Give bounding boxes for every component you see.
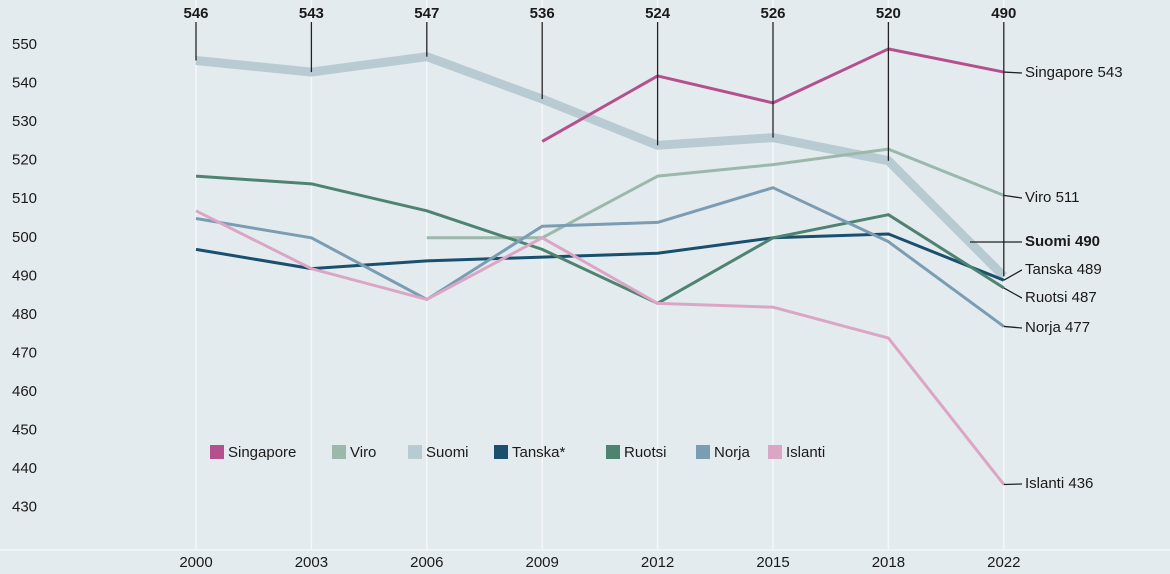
annotation-label: 547 bbox=[414, 5, 439, 22]
legend-label: Norja bbox=[714, 444, 751, 461]
annotation-label: 546 bbox=[183, 5, 208, 22]
annotation-label: 526 bbox=[760, 5, 785, 22]
x-tick-label: 2003 bbox=[295, 554, 328, 571]
x-tick-label: 2015 bbox=[756, 554, 789, 571]
x-tick-label: 2006 bbox=[410, 554, 443, 571]
legend-swatch bbox=[606, 445, 620, 459]
y-tick-label: 470 bbox=[12, 344, 37, 361]
end-leader bbox=[1003, 287, 1023, 299]
y-tick-label: 450 bbox=[12, 421, 37, 438]
x-tick-label: 2012 bbox=[641, 554, 674, 571]
end-leader bbox=[1003, 269, 1023, 281]
legend-swatch bbox=[696, 445, 710, 459]
y-tick-label: 520 bbox=[12, 152, 37, 169]
y-tick-label: 430 bbox=[12, 499, 37, 516]
end-label: Ruotsi 487 bbox=[1025, 289, 1097, 306]
legend-label: Ruotsi bbox=[624, 444, 667, 461]
legend-label: Singapore bbox=[228, 444, 296, 461]
end-leader bbox=[1003, 194, 1022, 199]
legend-swatch bbox=[494, 445, 508, 459]
end-leader bbox=[1003, 71, 1022, 74]
y-tick-label: 490 bbox=[12, 267, 37, 284]
legend-swatch bbox=[768, 445, 782, 459]
legend-label: Tanska* bbox=[512, 444, 566, 461]
y-tick-label: 480 bbox=[12, 306, 37, 323]
legend-swatch bbox=[332, 445, 346, 459]
x-tick-label: 2009 bbox=[526, 554, 559, 571]
legend-label: Islanti bbox=[786, 444, 825, 461]
series-line bbox=[195, 52, 1007, 280]
y-tick-label: 540 bbox=[12, 75, 37, 92]
y-tick-label: 550 bbox=[12, 36, 37, 53]
end-label: Islanti 436 bbox=[1025, 475, 1093, 492]
annotation-label: 520 bbox=[876, 5, 901, 22]
series-line bbox=[195, 186, 1005, 328]
x-tick-label: 2018 bbox=[872, 554, 905, 571]
y-tick-label: 460 bbox=[12, 383, 37, 400]
end-leader bbox=[1003, 325, 1022, 329]
annotation-label: 543 bbox=[299, 5, 324, 22]
annotation-label: 524 bbox=[645, 5, 671, 22]
y-tick-label: 440 bbox=[12, 460, 37, 477]
y-tick-label: 500 bbox=[12, 229, 37, 246]
legend-label: Viro bbox=[350, 444, 376, 461]
end-label: Singapore 543 bbox=[1025, 64, 1123, 81]
series-line bbox=[195, 209, 1005, 486]
y-tick-label: 530 bbox=[12, 113, 37, 130]
legend-swatch bbox=[210, 445, 224, 459]
end-label: Suomi 490 bbox=[1025, 233, 1100, 250]
series-line bbox=[195, 232, 1005, 282]
x-tick-label: 2022 bbox=[987, 554, 1020, 571]
x-tick-label: 2000 bbox=[179, 554, 212, 571]
end-label: Viro 511 bbox=[1025, 189, 1080, 206]
end-label: Tanska 489 bbox=[1025, 261, 1102, 278]
end-label: Norja 477 bbox=[1025, 319, 1090, 336]
legend-swatch bbox=[408, 445, 422, 459]
y-tick-label: 510 bbox=[12, 190, 37, 207]
series-line bbox=[195, 174, 1005, 305]
annotation-label: 490 bbox=[991, 5, 1016, 22]
annotation-label: 536 bbox=[530, 5, 555, 22]
legend-label: Suomi bbox=[426, 444, 469, 461]
